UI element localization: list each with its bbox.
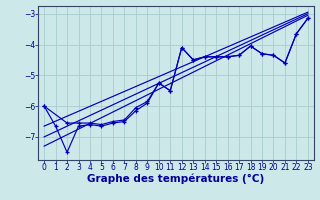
X-axis label: Graphe des températures (°C): Graphe des températures (°C) bbox=[87, 174, 265, 184]
